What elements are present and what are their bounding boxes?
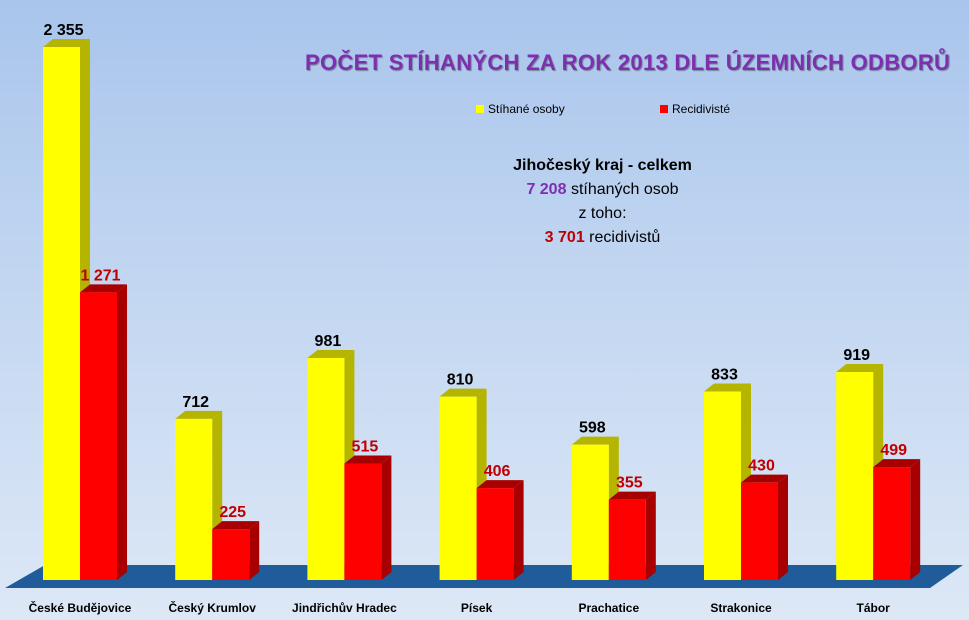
- summary-recid-line: 3 701 recidivistů: [470, 226, 735, 250]
- value-label-stihane: 919: [843, 347, 870, 364]
- summary-recid-value: 3 701: [544, 229, 585, 246]
- bar-stihane: [43, 47, 80, 580]
- bar-recidiviste: [212, 529, 250, 580]
- bar-stihane: [704, 391, 741, 580]
- bar-stihane: [571, 444, 609, 580]
- bar-top-stihane: [704, 383, 751, 392]
- summary-recid-label: recidivistů: [589, 229, 661, 246]
- bar-recidiviste: [741, 482, 778, 580]
- bar-top-stihane: [836, 364, 884, 373]
- value-label-recidiviste: 355: [616, 475, 643, 492]
- value-label-stihane: 598: [579, 420, 606, 437]
- value-label-stihane: 981: [315, 333, 342, 350]
- value-label-recidiviste: 406: [484, 463, 511, 480]
- bar-stihane: [307, 357, 345, 580]
- bar-side-recidiviste: [249, 521, 260, 580]
- bar-stihane: [836, 372, 874, 580]
- legend-item-stihane: Stíhané osoby: [476, 102, 565, 116]
- bar-side-recidiviste: [778, 474, 788, 580]
- bar-top-recidiviste: [80, 284, 127, 293]
- bar-recidiviste: [608, 499, 646, 580]
- category-label: Tábor: [857, 601, 891, 615]
- category-label: Jindřichův Hradec: [292, 601, 397, 615]
- bar-top-recidiviste: [873, 459, 921, 468]
- region-summary: Jihočeský kraj - celkem 7 208 stíhaných …: [470, 154, 735, 250]
- bar-top-stihane: [439, 388, 487, 397]
- value-label-stihane: 2 355: [43, 22, 83, 39]
- bar-side-recidiviste: [910, 459, 921, 580]
- summary-total-line: 7 208 stíhaných osob: [470, 178, 735, 202]
- legend-label-recidiviste: Recidivisté: [672, 102, 731, 116]
- value-label-stihane: 833: [711, 366, 738, 383]
- bar-top-recidiviste: [741, 474, 788, 483]
- bar-recidiviste: [873, 467, 911, 580]
- value-label-recidiviste: 499: [880, 442, 907, 459]
- value-label-recidiviste: 515: [352, 438, 379, 455]
- legend-swatch-yellow: [476, 105, 484, 113]
- bar-recidiviste: [80, 292, 117, 580]
- bar-top-stihane: [307, 349, 355, 358]
- bar-stihane: [175, 418, 213, 580]
- bar-top-recidiviste: [344, 455, 392, 464]
- value-label-recidiviste: 430: [748, 458, 775, 475]
- legend-item-recidiviste: Recidivisté: [660, 102, 730, 116]
- category-label: České Budějovice: [29, 600, 132, 615]
- bar-side-recidiviste: [513, 480, 524, 580]
- bar-top-stihane: [175, 410, 223, 419]
- value-label-stihane: 810: [447, 372, 474, 389]
- summary-total-label: stíhaných osob: [570, 181, 679, 198]
- legend-swatch-red: [660, 105, 668, 113]
- value-label-recidiviste: 225: [219, 504, 246, 521]
- chart-title: Počet stíhaných za rok 2013 dle územních…: [305, 50, 951, 75]
- bar-top-recidiviste: [608, 491, 656, 500]
- category-label: Strakonice: [710, 601, 772, 615]
- bar-top-stihane: [43, 39, 90, 47]
- bar-side-recidiviste: [117, 284, 127, 580]
- bar-recidiviste: [344, 463, 382, 580]
- summary-total-value: 7 208: [526, 181, 567, 198]
- category-label: Český Krumlov: [169, 600, 257, 615]
- bar-top-recidiviste: [212, 521, 260, 530]
- value-label-stihane: 712: [182, 394, 209, 411]
- legend-label-stihane: Stíhané osoby: [488, 102, 565, 116]
- bar-top-stihane: [571, 436, 619, 445]
- bar-side-recidiviste: [381, 455, 392, 580]
- bar-stihane: [439, 396, 477, 580]
- category-label: Prachatice: [578, 601, 639, 615]
- bar-side-recidiviste: [645, 491, 656, 580]
- summary-of-which: z toho:: [578, 205, 627, 222]
- bar-top-recidiviste: [476, 480, 524, 489]
- category-label: Písek: [461, 601, 493, 615]
- summary-heading: Jihočeský kraj - celkem: [513, 157, 692, 174]
- value-label-recidiviste: 1 271: [80, 267, 120, 284]
- bar-recidiviste: [476, 488, 514, 580]
